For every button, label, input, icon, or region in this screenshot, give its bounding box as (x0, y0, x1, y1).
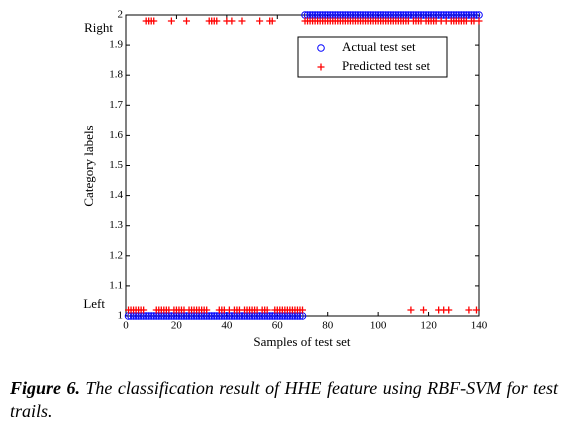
point (183, 17, 191, 25)
point (210, 312, 219, 320)
point (419, 11, 428, 19)
point (203, 306, 211, 314)
y-tick-label: 1.1 (109, 279, 123, 291)
legend-box (297, 36, 448, 78)
point (256, 17, 264, 25)
point (268, 17, 276, 25)
point (439, 11, 448, 19)
point (228, 312, 236, 320)
point (465, 11, 473, 19)
point (207, 312, 216, 320)
point (472, 11, 481, 19)
point (268, 312, 277, 320)
caption: Figure 6. The classification result of H… (10, 377, 558, 423)
annotation: Left (83, 296, 105, 311)
point (149, 312, 158, 320)
point (167, 312, 176, 320)
legend-marker (317, 44, 325, 52)
point (238, 17, 246, 25)
point (299, 306, 306, 314)
y-tick-label: 1.6 (109, 129, 123, 141)
point (407, 11, 415, 19)
point (228, 17, 236, 25)
point (182, 312, 191, 320)
caption-label: Figure 6. (10, 378, 80, 398)
point (140, 306, 148, 314)
y-tick-label: 1.3 (109, 219, 123, 231)
point (147, 312, 156, 320)
x-axis-label: Samples of test set (253, 334, 351, 349)
point (150, 17, 158, 25)
point (255, 312, 264, 320)
x-tick-label: 100 (370, 320, 387, 332)
x-tick-label: 80 (322, 320, 334, 332)
point (265, 312, 274, 320)
point (465, 306, 473, 314)
point (420, 306, 428, 314)
y-tick-label: 1 (118, 310, 124, 322)
x-tick-label: 40 (221, 320, 233, 332)
x-tick-label: 20 (171, 320, 183, 332)
point (142, 312, 150, 320)
legend-label: Predicted test set (342, 58, 430, 73)
y-tick-label: 1.4 (109, 189, 123, 201)
point (167, 17, 175, 25)
y-tick-label: 1.5 (109, 159, 123, 171)
point (212, 312, 221, 320)
x-tick-label: 140 (471, 320, 488, 332)
y-tick-label: 1.7 (109, 99, 123, 111)
point (205, 312, 214, 320)
y-tick-label: 1.8 (109, 69, 123, 81)
y-tick-label: 1.2 (109, 249, 123, 261)
annotation: Right (84, 20, 113, 35)
legend-marker (317, 63, 325, 71)
point (263, 306, 271, 314)
point (213, 17, 221, 25)
x-tick-label: 120 (420, 320, 437, 332)
point (238, 312, 246, 320)
point (445, 306, 453, 314)
x-tick-label: 0 (123, 320, 129, 332)
legend: Actual test set Predicted test set (297, 36, 448, 78)
legend-label: Actual test set (342, 39, 416, 54)
point (472, 306, 480, 314)
chart: Right Left Category labels Samples of te… (81, 9, 488, 349)
caption-text: The classification result of HHE feature… (10, 378, 559, 421)
point (144, 312, 153, 320)
point (223, 312, 231, 320)
y-axis-label: Category labels (81, 125, 96, 206)
point (475, 17, 483, 25)
point (407, 306, 415, 314)
point (444, 11, 453, 19)
y-tick-label: 2 (118, 9, 124, 21)
x-tick-label: 60 (272, 320, 284, 332)
point (434, 11, 443, 19)
y-tick-label: 1.9 (109, 39, 123, 51)
